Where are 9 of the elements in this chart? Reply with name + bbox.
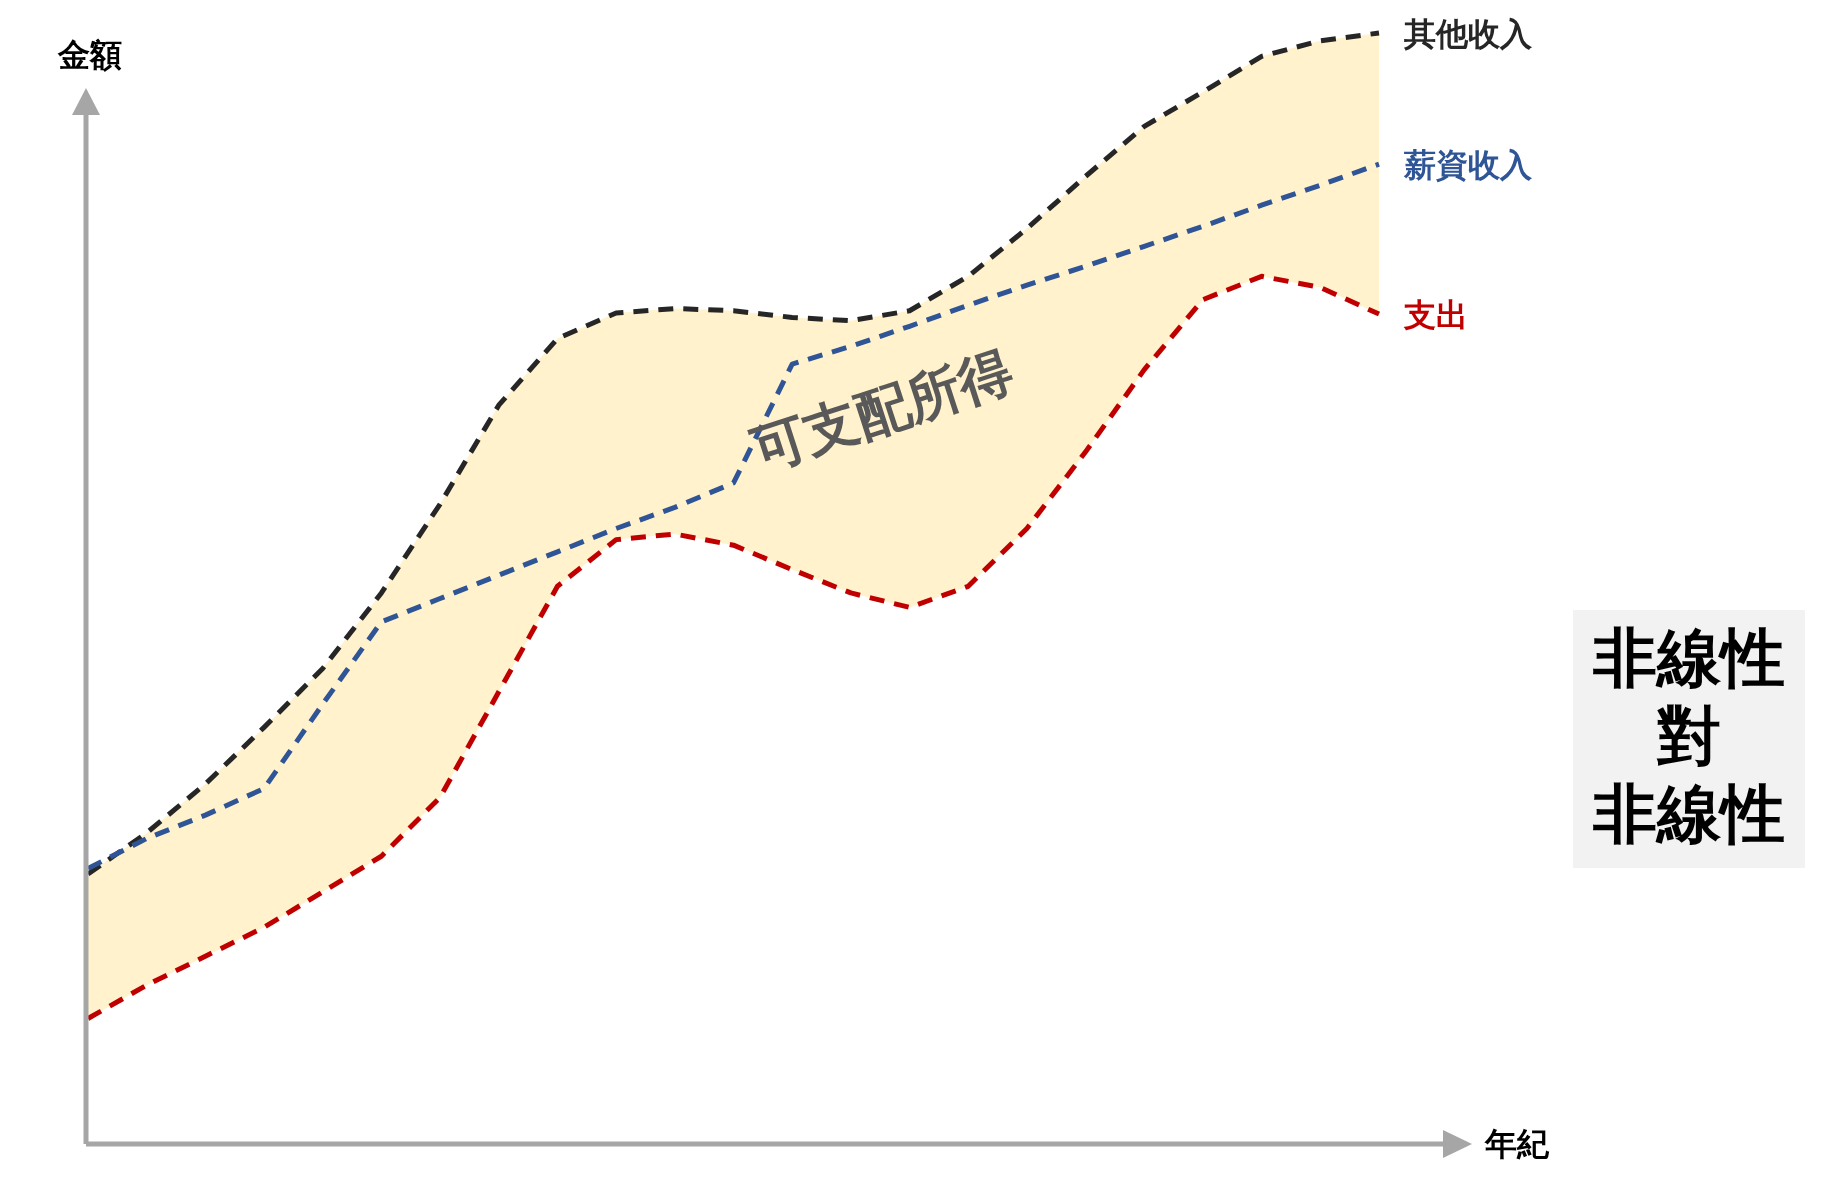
- text: 非線性: [1592, 621, 1785, 695]
- annotation: 可支配所得: [743, 339, 1021, 483]
- y-axis-title: 金額: [57, 36, 122, 74]
- x-axis-title: 年紀: [1484, 1125, 1550, 1163]
- text: 非線性: [1592, 777, 1785, 851]
- series-label: 薪資收入: [1403, 146, 1533, 185]
- series-label: 支出: [1403, 296, 1468, 335]
- text: 對: [1656, 699, 1721, 773]
- series-label: 其他收入: [1403, 15, 1533, 53]
